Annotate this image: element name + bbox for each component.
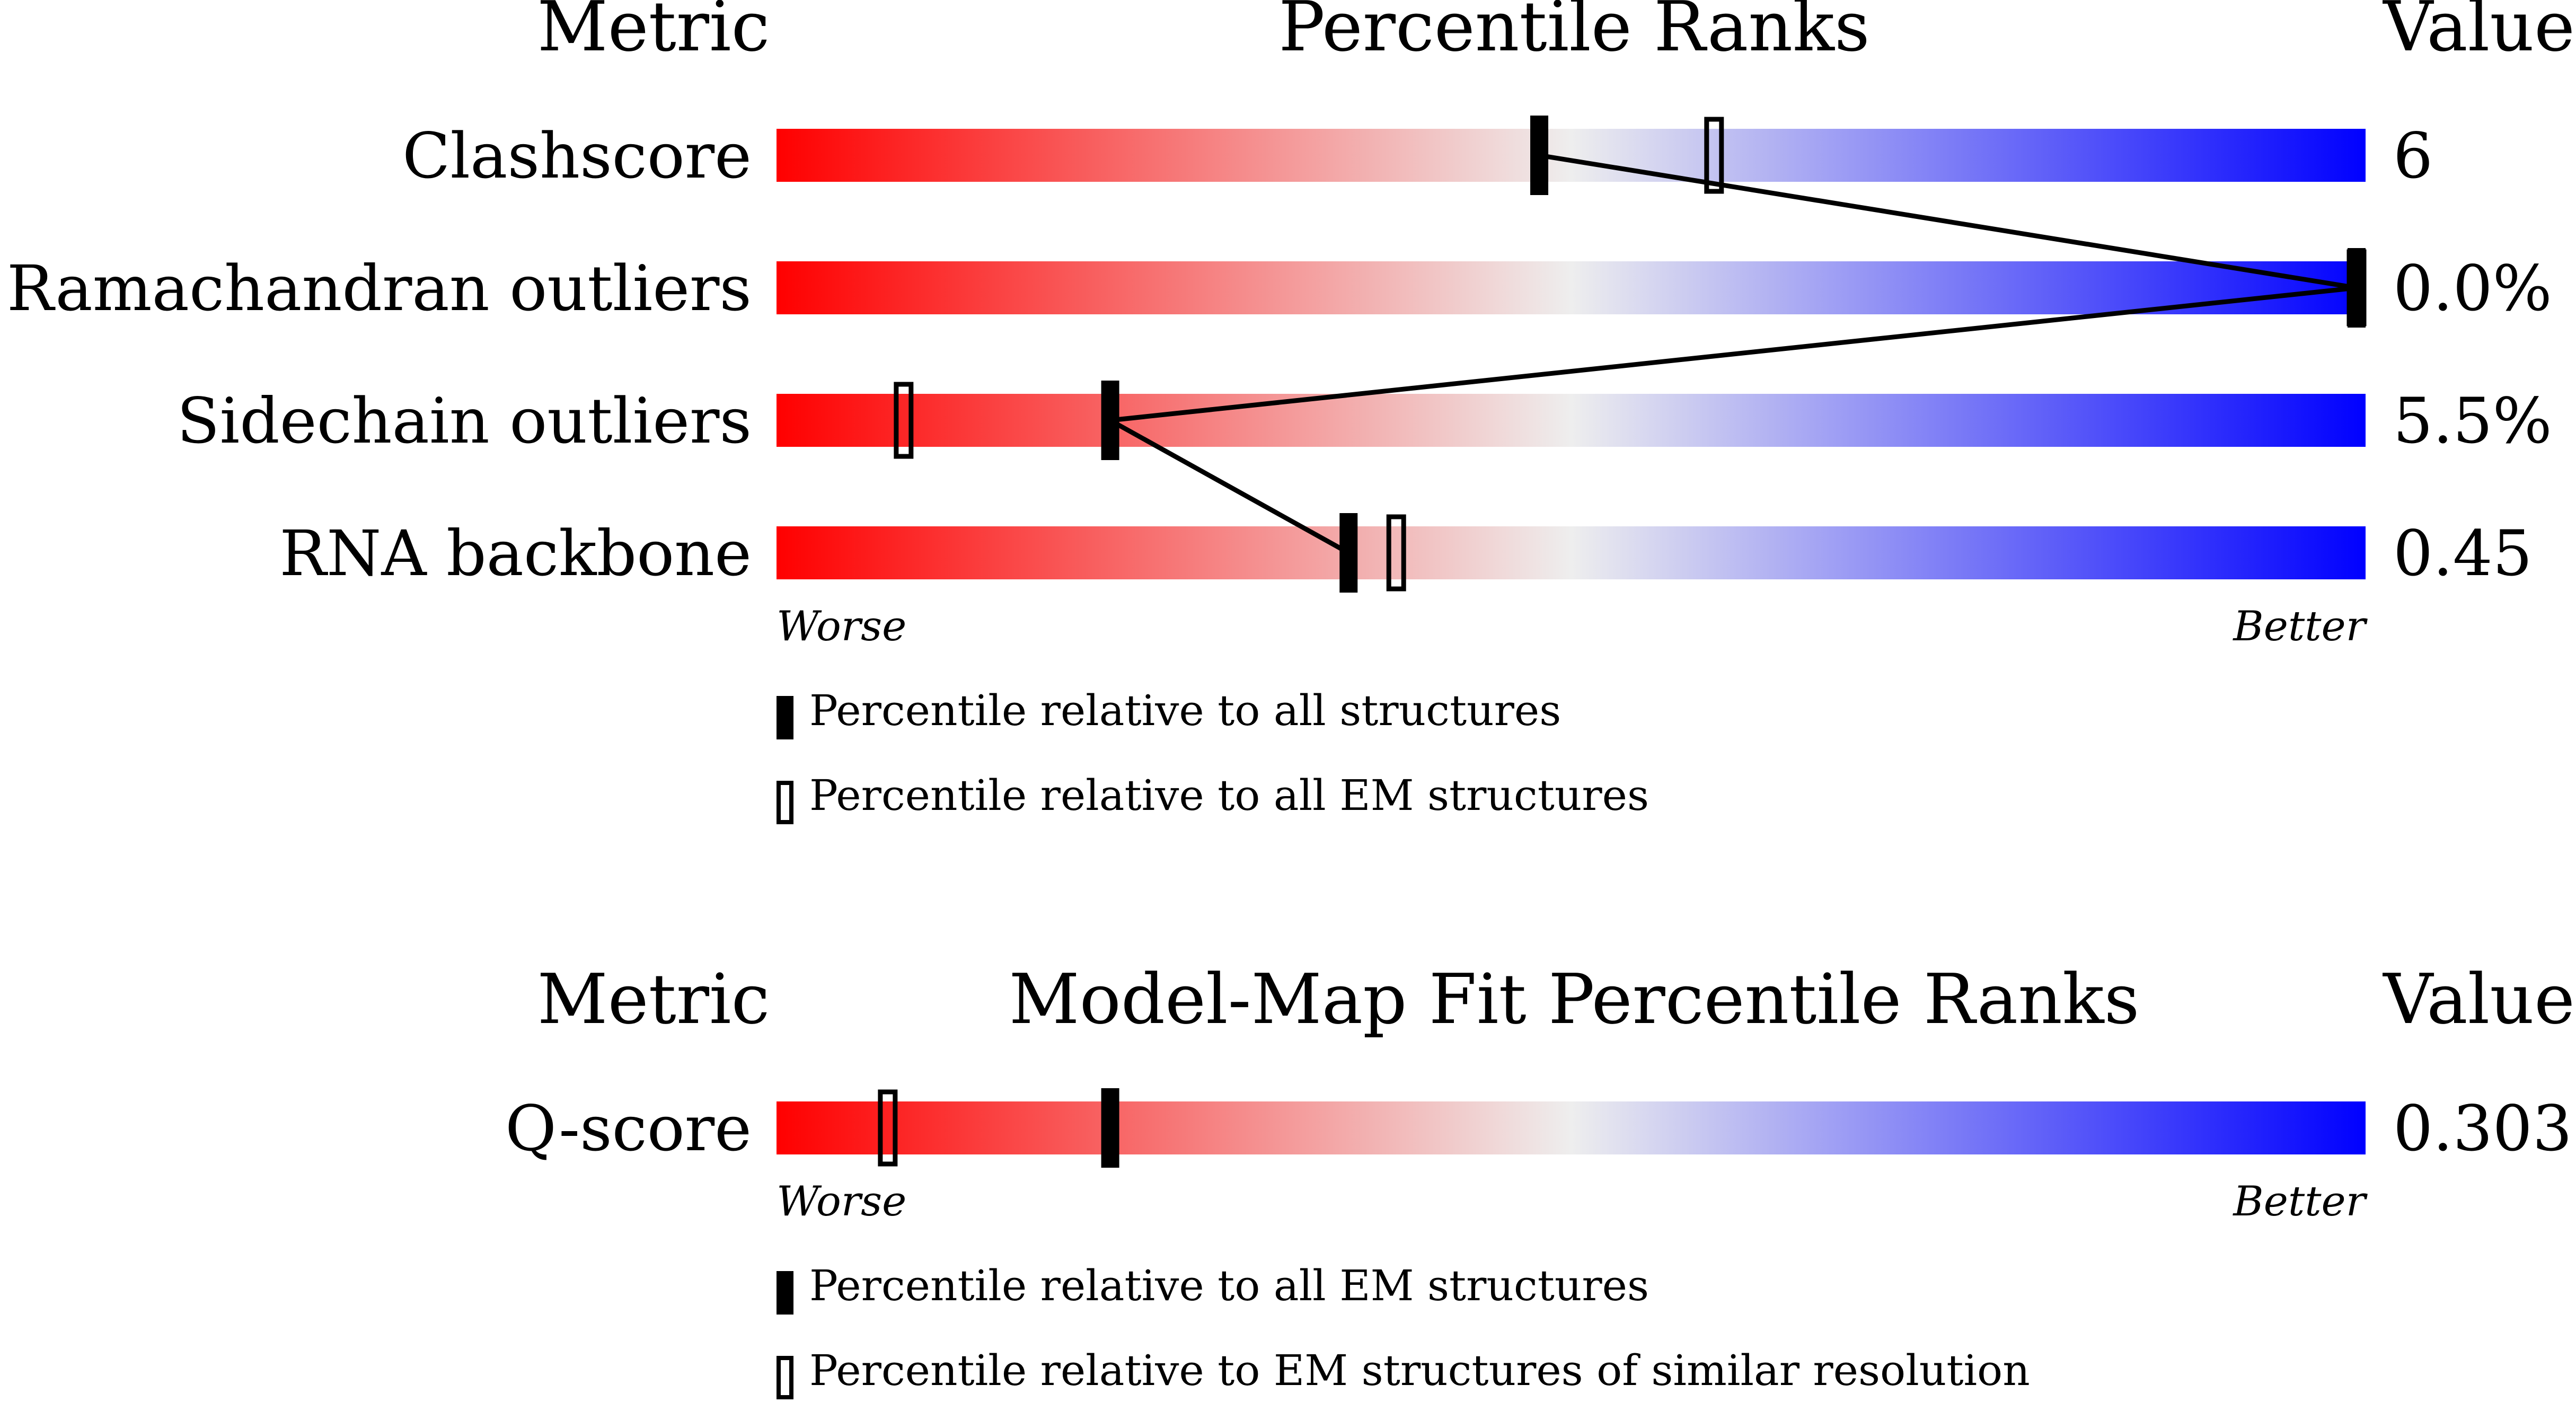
chart-title: Percentile Ranks [1278,0,1869,67]
better-label: Better [2232,603,2368,650]
metric-value: 6 [2393,119,2433,192]
metric-header: Metric [537,959,770,1039]
metric-value: 0.45 [2393,517,2533,590]
em-percentile-marker [894,382,914,459]
percentile-bar [777,261,2366,314]
percentile-bar [777,526,2366,579]
metric-label: RNA backbone [279,517,752,590]
worse-label: Worse [777,1178,906,1225]
legend-label: Percentile relative to all EM structures [809,771,1649,820]
better-label: Better [2232,1178,2368,1225]
metric-label: Sidechain outliers [177,384,752,457]
legend-filled-marker [777,1271,793,1315]
em-percentile-marker [878,1089,898,1167]
worse-label: Worse [777,603,906,650]
legend-label: Percentile relative to EM structures of … [809,1346,2030,1395]
legend-open-marker [777,1356,793,1399]
percentile-bar [777,394,2366,447]
metric-label: Q-score [505,1092,752,1165]
panel-0: Metric Percentile Ranks Value Clashscore 6 Ra… [7,0,2575,824]
percentile-bar [777,129,2366,182]
metric-label: Clashscore [402,119,752,192]
value-header: Value [2382,959,2575,1039]
em-percentile-marker [1704,117,1724,194]
metric-value: 0.0% [2393,252,2552,325]
em-percentile-marker [1386,514,1406,592]
percentile-connector-line [1102,153,2357,555]
chart-title: Model-Map Fit Percentile Ranks [1009,959,2140,1039]
percentile-bar [777,1101,2366,1154]
legend-label: Percentile relative to all structures [809,686,1561,735]
legend-label: Percentile relative to all EM structures [809,1261,1649,1310]
metric-value: 5.5% [2393,384,2552,457]
legend-open-marker [777,781,793,824]
metric-label: Ramachandran outliers [7,252,752,325]
metric-header: Metric [537,0,770,67]
panel-1: Metric Model-Map Fit Percentile Ranks Valu… [505,959,2575,1399]
metric-value: 0.303 [2393,1092,2572,1165]
value-header: Value [2382,0,2575,67]
legend-filled-marker [777,696,793,739]
all-percentile-marker [1101,1088,1119,1168]
